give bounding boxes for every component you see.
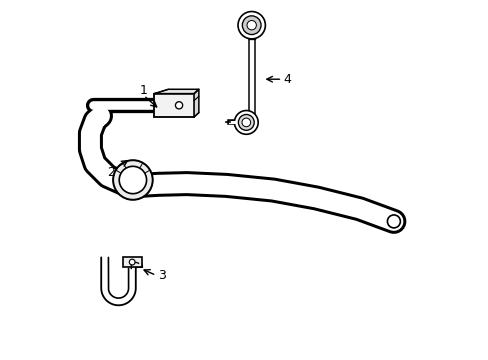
Circle shape: [386, 215, 400, 228]
Circle shape: [113, 160, 152, 200]
FancyBboxPatch shape: [122, 257, 141, 267]
Polygon shape: [194, 89, 199, 117]
Circle shape: [246, 21, 256, 30]
Circle shape: [238, 12, 265, 39]
Text: 4: 4: [283, 73, 291, 86]
Circle shape: [238, 114, 254, 130]
Text: 2: 2: [107, 166, 115, 179]
Circle shape: [175, 102, 183, 109]
Circle shape: [129, 259, 135, 265]
FancyBboxPatch shape: [154, 94, 194, 117]
Polygon shape: [154, 89, 199, 94]
Text: 1: 1: [140, 84, 147, 96]
Circle shape: [242, 16, 261, 35]
Circle shape: [119, 166, 146, 194]
Text: 3: 3: [158, 269, 165, 282]
Circle shape: [242, 118, 250, 127]
Circle shape: [234, 111, 258, 134]
